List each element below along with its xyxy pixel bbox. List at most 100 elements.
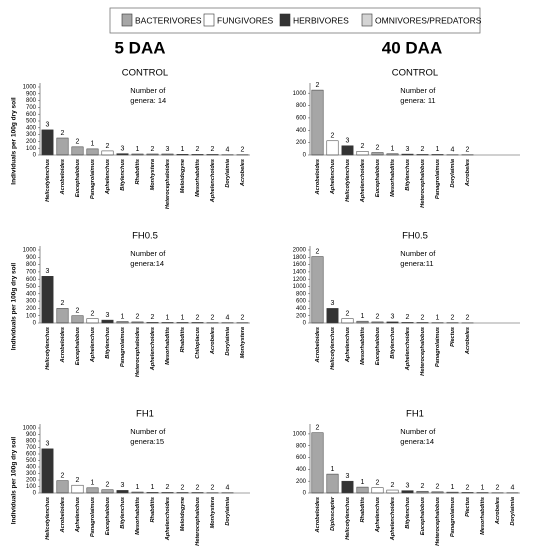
y-tick-label: 0 <box>303 491 307 497</box>
x-tick-label: Panagrolaimus <box>90 497 96 537</box>
bar <box>101 489 114 494</box>
bar <box>356 151 369 156</box>
x-tick-label: Aphelenchus <box>75 497 81 533</box>
annotation: Number of <box>130 249 166 258</box>
bar-label: 1 <box>91 480 95 487</box>
bar <box>56 308 69 324</box>
bar <box>326 308 339 324</box>
x-tick-label: Acrobeles <box>465 327 471 355</box>
bar-label: 3 <box>46 268 50 275</box>
y-tick-label: 400 <box>26 465 37 471</box>
bar <box>71 315 84 324</box>
x-tick-label: Dorylaimia <box>225 327 231 356</box>
bar-label: 2 <box>466 315 470 322</box>
heading: 40 DAA <box>382 38 442 57</box>
legend-swatch <box>121 13 133 27</box>
bar-label: 1 <box>166 314 170 321</box>
x-tick-label: Chiloplacus <box>195 327 201 359</box>
bar <box>326 140 339 156</box>
bar-label: 2 <box>466 147 470 154</box>
y-tick-label: 700 <box>26 269 37 275</box>
y-tick-label: 300 <box>26 299 37 305</box>
x-tick-label: Helicotylenchus <box>330 327 336 370</box>
x-tick-label: Heterocephalobus <box>435 497 441 546</box>
x-tick-label: Dorylaimia <box>510 497 516 526</box>
y-tick-label: 500 <box>26 284 37 290</box>
legend-swatch <box>279 13 291 27</box>
y-tick-label: 600 <box>26 277 37 283</box>
annotation: genera:14 <box>400 437 434 446</box>
bar-label: 2 <box>76 308 80 315</box>
heading: 5 DAA <box>114 38 165 57</box>
bar <box>311 89 324 156</box>
y-tick-label: 400 <box>296 467 307 473</box>
x-tick-label: Eucephalobus <box>375 159 381 197</box>
bar-label: 4 <box>511 485 515 492</box>
x-tick-label: Heterocephalobus <box>420 327 426 376</box>
bar-label: 2 <box>331 133 335 140</box>
bar <box>86 487 99 494</box>
x-tick-label: Helicotylenchus <box>45 159 51 202</box>
x-tick-label: Rhabditis <box>360 497 366 522</box>
y-tick-label: 800 <box>26 262 37 268</box>
annotation: Number of <box>400 249 436 258</box>
bar <box>311 256 324 324</box>
x-tick-label: Aphelenchoides <box>150 327 156 371</box>
y-tick-label: 200 <box>26 478 37 484</box>
chart-title: FH0.5 <box>132 231 158 242</box>
chart-title: CONTROL <box>392 68 438 79</box>
y-tick-label: 0 <box>33 153 37 159</box>
x-tick-label: Plectus <box>465 497 471 517</box>
y-tick-label: 400 <box>296 128 307 134</box>
bar <box>371 487 384 494</box>
y-tick-label: 1400 <box>293 269 307 275</box>
bar-label: 2 <box>106 143 110 150</box>
y-tick-label: 400 <box>26 291 37 297</box>
bar-label: 3 <box>46 441 50 448</box>
x-tick-label: Acrobeloides <box>315 497 321 533</box>
chart-title: CONTROL <box>122 68 168 79</box>
x-tick-label: Acrobeles <box>495 497 501 525</box>
annotation: genera: 14 <box>130 96 166 105</box>
bar-label: 2 <box>76 477 80 484</box>
x-tick-label: Heterocephalobus <box>195 497 201 546</box>
y-tick-label: 800 <box>296 443 307 449</box>
bar-label: 1 <box>91 141 95 148</box>
x-tick-label: Mesorhabditis <box>390 159 396 197</box>
y-tick-label: 1000 <box>23 248 37 254</box>
bar <box>41 276 54 324</box>
bar-label: 2 <box>211 485 215 492</box>
x-tick-label: Plectus <box>450 327 456 347</box>
x-tick-label: Aphelenchoides <box>165 497 171 541</box>
bar-label: 4 <box>226 147 230 154</box>
bar <box>56 137 69 156</box>
x-tick-label: Acrobeles <box>240 159 246 187</box>
bar-label: 2 <box>76 139 80 146</box>
x-tick-label: Monhystera <box>210 497 216 528</box>
bar-label: 2 <box>106 482 110 489</box>
bar-label: 2 <box>496 485 500 492</box>
bar <box>341 318 354 324</box>
x-tick-label: Panagrolaimus <box>450 497 456 537</box>
bar-label: 2 <box>61 130 65 137</box>
y-tick-label: 200 <box>296 479 307 485</box>
x-tick-label: Heterocephaloides <box>135 327 141 377</box>
x-tick-label: Eucephalobus <box>75 159 81 197</box>
bar-label: 2 <box>61 472 65 479</box>
x-tick-label: Rhabditis <box>135 159 141 184</box>
x-tick-label: Aphelenchoides <box>390 497 396 541</box>
x-tick-label: Acrobeloides <box>315 327 321 363</box>
x-tick-label: Aphelenchus <box>105 159 111 195</box>
x-tick-label: Monhystera <box>240 327 246 358</box>
chart-title: FH1 <box>136 409 154 420</box>
y-tick-label: 200 <box>296 313 307 319</box>
bar-label: 2 <box>346 310 350 317</box>
bar-label: 2 <box>166 484 170 491</box>
x-tick-label: Eucephalobus <box>105 497 111 535</box>
bar-label: 2 <box>466 484 470 491</box>
bar <box>101 319 114 324</box>
x-tick-label: Dorylaimia <box>225 159 231 188</box>
x-tick-label: Dorylaimia <box>225 497 231 526</box>
x-tick-label: Mesorhabditis <box>165 327 171 365</box>
